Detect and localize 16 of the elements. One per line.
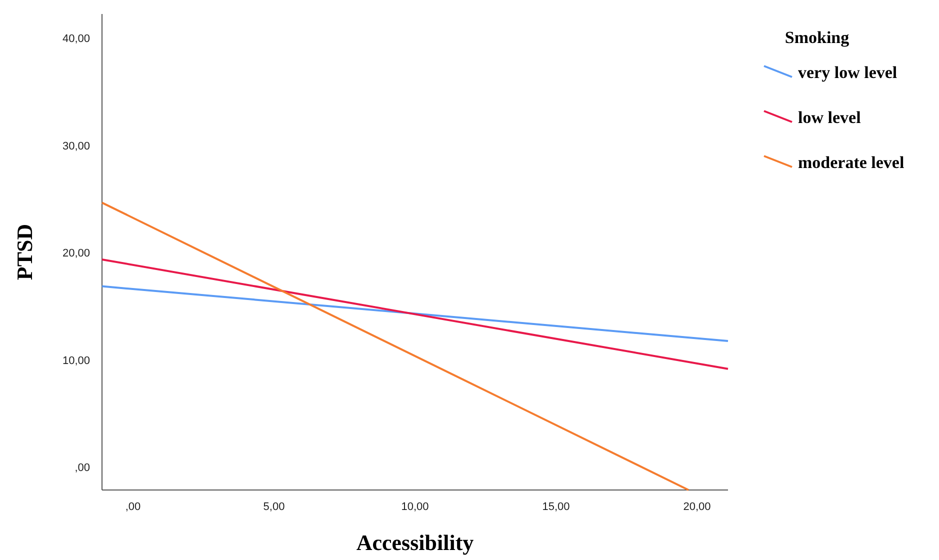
x-axis-title: Accessibility xyxy=(356,530,474,555)
y-tick-label: 40,00 xyxy=(62,33,90,46)
x-tick-label: 10,00 xyxy=(401,500,429,513)
y-tick-label: 10,00 xyxy=(62,354,90,367)
legend-title: Smoking xyxy=(784,28,850,47)
y-tick-label: 20,00 xyxy=(62,248,90,260)
x-tick-label: 20,00 xyxy=(683,500,711,513)
x-tick-label: ,00 xyxy=(125,500,141,513)
legend-label: very low level xyxy=(798,63,898,82)
legend-label: moderate level xyxy=(798,153,904,172)
x-tick-label: 5,00 xyxy=(263,500,285,513)
legend-label: low level xyxy=(798,108,862,127)
y-tick-label: ,00 xyxy=(74,462,90,474)
y-axis-title: PTSD xyxy=(12,224,37,280)
x-tick-label: 15,00 xyxy=(542,500,570,513)
y-tick-label: 30,00 xyxy=(62,140,90,152)
